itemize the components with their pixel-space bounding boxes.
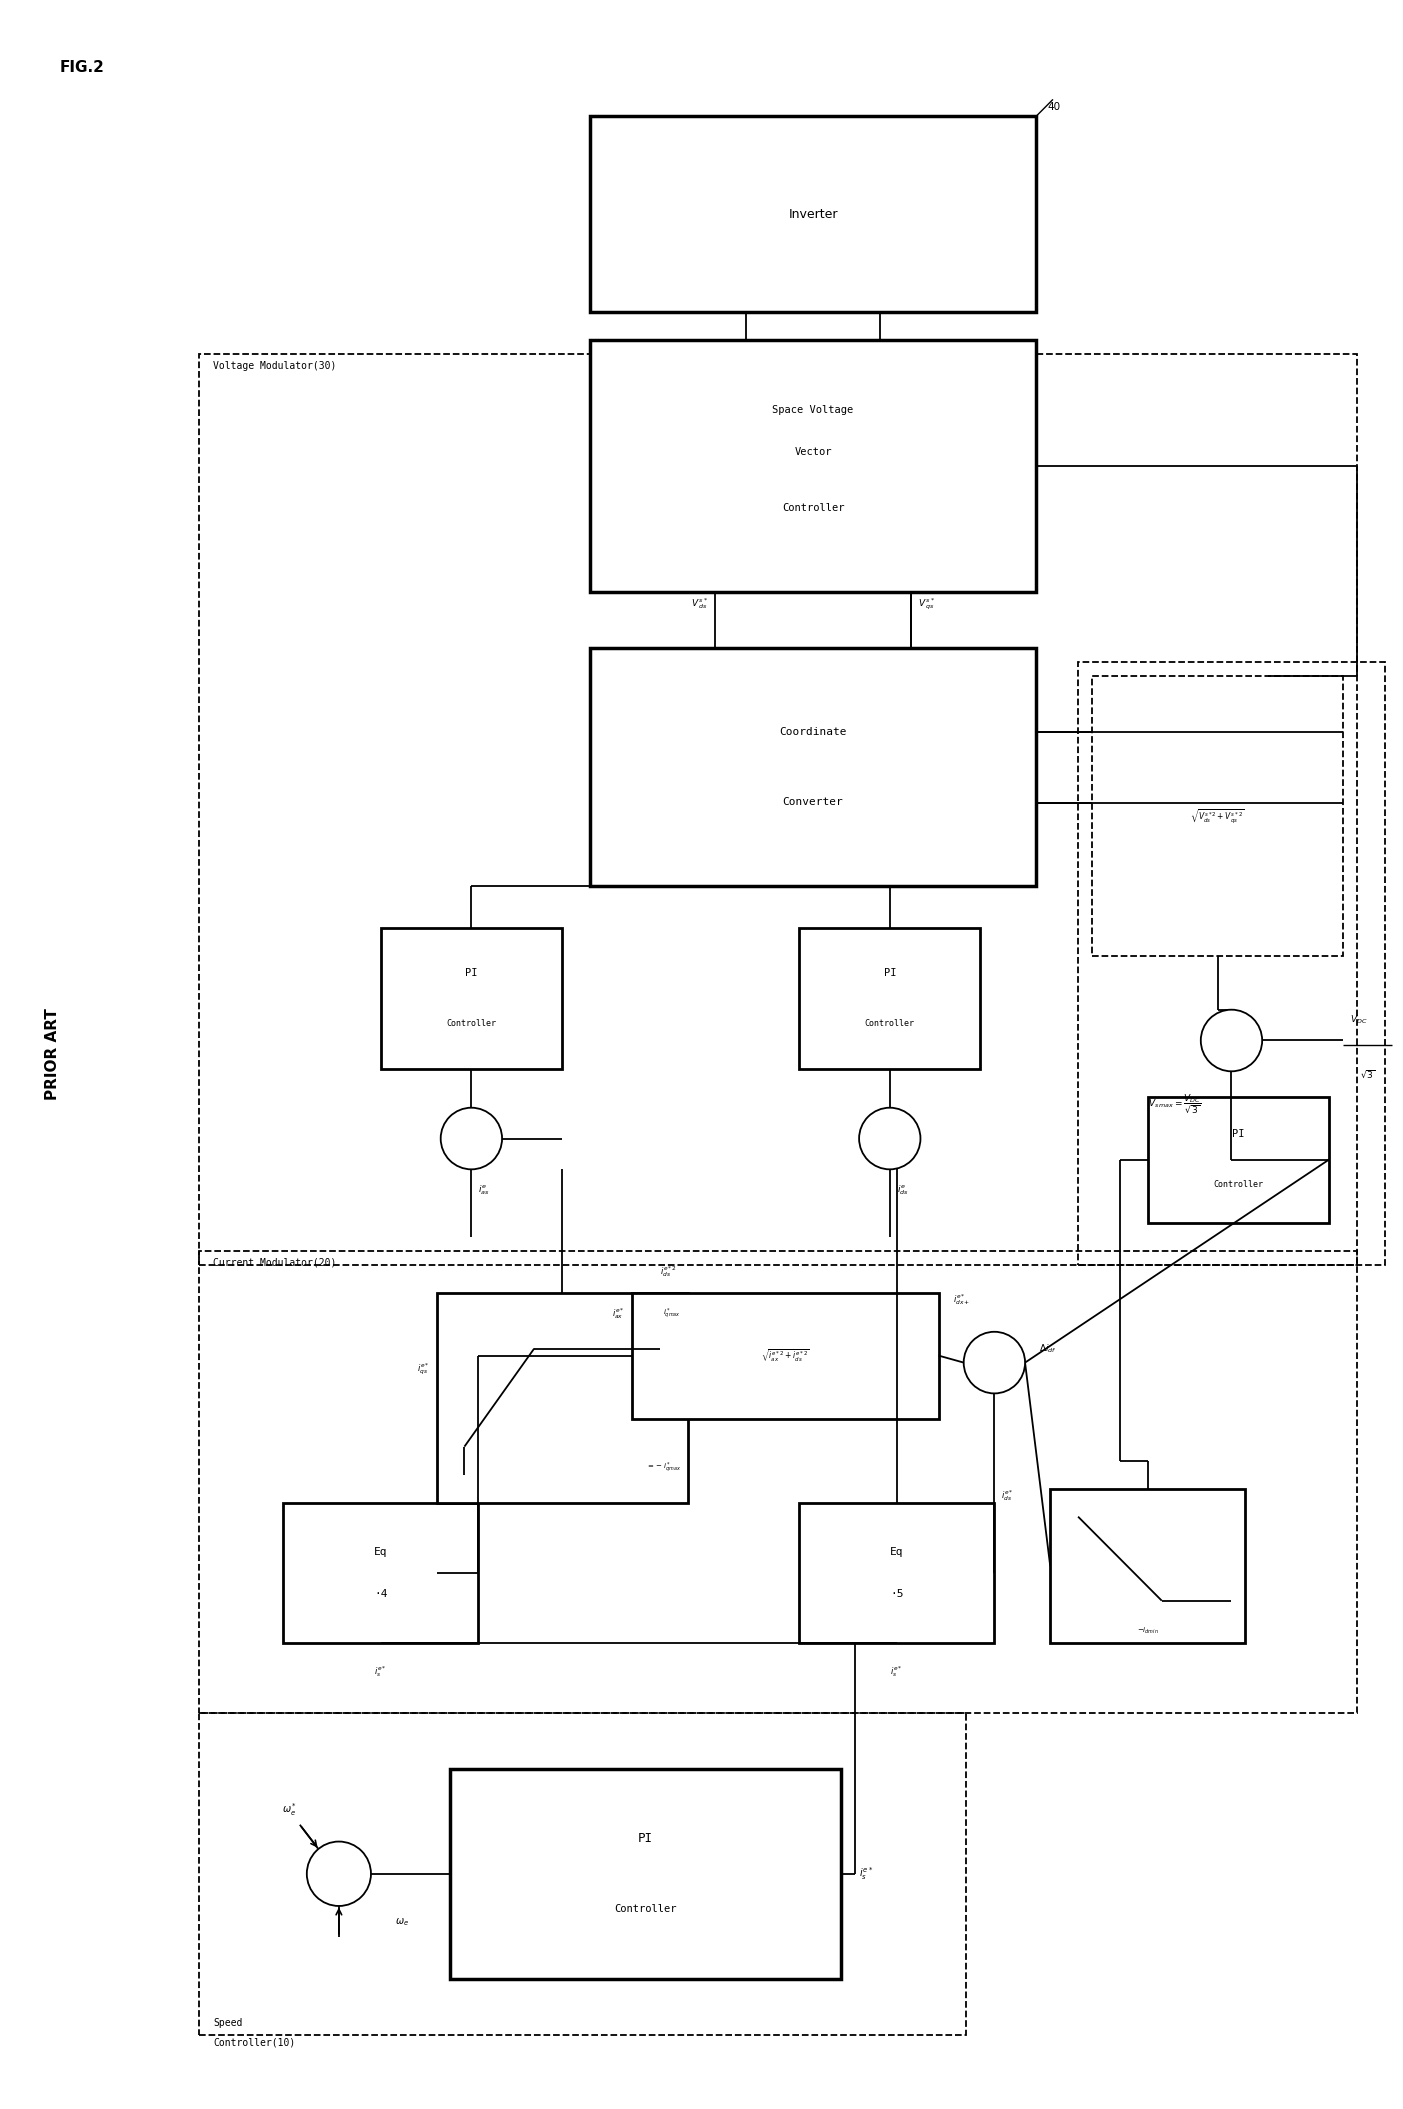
Text: Controller: Controller	[446, 1019, 497, 1029]
Text: PI: PI	[884, 968, 897, 979]
Bar	[199, 354, 1357, 1265]
Bar	[631, 1293, 939, 1419]
Text: ·5: ·5	[890, 1588, 904, 1599]
Circle shape	[964, 1331, 1026, 1394]
Bar	[589, 647, 1037, 886]
Text: Controller(10): Controller(10)	[213, 2037, 296, 2048]
Bar	[589, 116, 1037, 312]
Text: Current Modulator(20): Current Modulator(20)	[213, 1257, 337, 1268]
Text: −: −	[323, 1847, 333, 1858]
Bar	[436, 1293, 687, 1502]
Text: −: −	[898, 1116, 909, 1128]
Text: PI: PI	[466, 968, 477, 979]
Text: Speed: Speed	[213, 2018, 243, 2029]
Circle shape	[1201, 1010, 1263, 1071]
Bar	[800, 928, 981, 1069]
Text: Controller: Controller	[1214, 1181, 1264, 1189]
Text: $=-i^*_{qmax}$: $=-i^*_{qmax}$	[645, 1462, 680, 1474]
Bar	[380, 928, 563, 1069]
Text: $i^{e*}_{s}$: $i^{e*}_{s}$	[375, 1664, 387, 1679]
Circle shape	[307, 1841, 370, 1907]
Text: FIG.2: FIG.2	[60, 61, 105, 76]
Text: $i^{e*}_{ax}$: $i^{e*}_{ax}$	[612, 1305, 624, 1320]
Text: +: +	[989, 1333, 999, 1343]
Text: $V_{DC}$: $V_{DC}$	[1350, 1014, 1368, 1027]
Bar	[1051, 1489, 1246, 1643]
Bar	[1078, 662, 1385, 1265]
Text: +: +	[1216, 1033, 1226, 1044]
Text: $i^*_{qmax}$: $i^*_{qmax}$	[662, 1308, 680, 1320]
Circle shape	[441, 1107, 502, 1168]
Bar	[800, 1502, 995, 1643]
Text: Eq: Eq	[375, 1546, 387, 1556]
Text: Inverter: Inverter	[788, 207, 838, 221]
Text: $i^e_{ds}$: $i^e_{ds}$	[897, 1183, 908, 1198]
Text: 40: 40	[1048, 101, 1061, 112]
Text: $i^{e*}_{s}$: $i^{e*}_{s}$	[891, 1664, 904, 1679]
Text: $V\,^{s*}_{qs}$: $V\,^{s*}_{qs}$	[918, 597, 936, 612]
Text: Eq: Eq	[890, 1546, 904, 1556]
Text: +: +	[457, 1133, 466, 1143]
Text: $\omega_e$: $\omega_e$	[394, 1915, 408, 1928]
Text: $\omega^*_e$: $\omega^*_e$	[282, 1801, 297, 1818]
Text: +: +	[323, 1879, 333, 1892]
Text: $i^{e*}_{s}$: $i^{e*}_{s}$	[859, 1864, 873, 1881]
Text: $i^{e*}_{qs}$: $i^{e*}_{qs}$	[417, 1362, 429, 1377]
Text: PRIOR ART: PRIOR ART	[45, 1008, 60, 1101]
Text: $\Delta i_{df}$: $\Delta i_{df}$	[1040, 1341, 1056, 1354]
Text: $\sqrt{i^{e*2}_{ax}+i^{e*2}_{ds}}$: $\sqrt{i^{e*2}_{ax}+i^{e*2}_{ds}}$	[760, 1348, 810, 1365]
Text: $i^{e*}_{dx+}$: $i^{e*}_{dx+}$	[953, 1293, 969, 1308]
Text: $V\,^{s*}_{ds}$: $V\,^{s*}_{ds}$	[690, 597, 709, 612]
Text: Converter: Converter	[783, 797, 843, 808]
Text: Voltage Modulator(30): Voltage Modulator(30)	[213, 361, 337, 371]
Text: $\sqrt{V^{s*2}_{ds}+V^{s*2}_{qs}}$: $\sqrt{V^{s*2}_{ds}+V^{s*2}_{qs}}$	[1190, 808, 1244, 825]
Text: −: −	[480, 1116, 491, 1128]
Text: $\sqrt{3}$: $\sqrt{3}$	[1361, 1069, 1376, 1080]
Text: Vector: Vector	[794, 447, 832, 458]
Text: +: +	[875, 1133, 885, 1143]
Bar	[1092, 677, 1343, 957]
Bar	[589, 340, 1037, 593]
Bar	[1148, 1097, 1329, 1223]
Text: ·4: ·4	[375, 1588, 387, 1599]
Text: $V_{s\,max}=\dfrac{V_{DC}}{\sqrt{3}}$: $V_{s\,max}=\dfrac{V_{DC}}{\sqrt{3}}$	[1148, 1092, 1201, 1116]
Text: +: +	[979, 1356, 989, 1367]
Text: Controller: Controller	[781, 504, 845, 512]
Circle shape	[859, 1107, 920, 1168]
Text: $-i_{dmin}$: $-i_{dmin}$	[1136, 1626, 1159, 1637]
Bar	[450, 1769, 840, 1978]
Text: Coordinate: Coordinate	[779, 728, 847, 738]
Bar	[199, 1251, 1357, 1713]
Bar	[283, 1502, 478, 1643]
Text: Space Voltage: Space Voltage	[773, 405, 853, 415]
Text: Controller: Controller	[615, 1904, 678, 1913]
Text: $i^{e*2}_{ds}$: $i^{e*2}_{ds}$	[659, 1263, 676, 1278]
Text: $i^e_{as}$: $i^e_{as}$	[478, 1183, 490, 1196]
Text: Controller: Controller	[864, 1019, 915, 1029]
Text: PI: PI	[638, 1833, 654, 1845]
Bar	[199, 1713, 967, 2035]
Text: −: −	[1240, 1017, 1250, 1029]
Text: PI: PI	[1232, 1128, 1244, 1139]
Text: $i^{e*}_{ds}$: $i^{e*}_{ds}$	[1002, 1487, 1014, 1502]
